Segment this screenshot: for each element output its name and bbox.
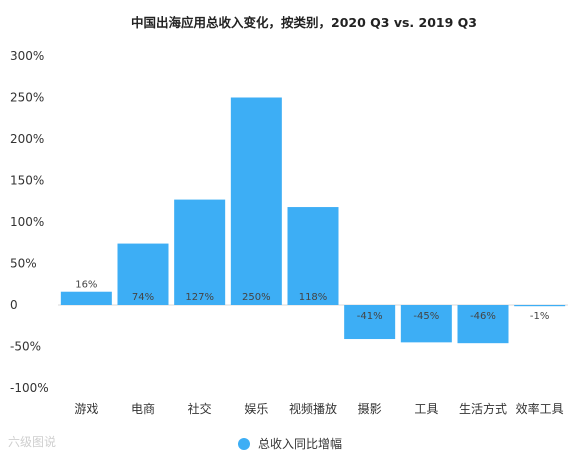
y-tick-label: 300% — [10, 49, 44, 63]
data-label: 250% — [242, 292, 271, 303]
category-label: 娱乐 — [244, 402, 268, 416]
bar — [230, 97, 282, 305]
bar — [287, 207, 339, 305]
data-label: 16% — [75, 280, 97, 291]
category-label: 摄影 — [358, 401, 382, 416]
y-tick-label: 0 — [10, 298, 18, 312]
watermark: 六级图说 — [8, 434, 56, 449]
y-axis: 300% 250% 200% 150% 100% 50% 0 -50% -100% — [10, 49, 49, 395]
y-tick-label: 50% — [10, 257, 37, 271]
bar — [117, 243, 169, 305]
bar — [514, 305, 566, 307]
bar — [344, 305, 396, 340]
bar — [60, 291, 112, 305]
data-label: 118% — [299, 292, 328, 303]
bar-series: 16% 74% 127% 250% 118% -41% -45% -46% -1% — [60, 97, 566, 344]
data-label: 127% — [185, 292, 214, 303]
y-tick-label: -100% — [10, 381, 49, 395]
data-label: -45% — [413, 311, 439, 322]
bar — [400, 305, 452, 343]
y-tick-label: -50% — [10, 340, 41, 354]
data-label: 74% — [132, 292, 154, 303]
chart-title: 中国出海应用总收入变化，按类别，2020 Q3 vs. 2019 Q3 — [131, 15, 477, 30]
y-tick-label: 200% — [10, 132, 44, 146]
data-label: -46% — [470, 311, 496, 322]
category-label: 视频播放 — [289, 401, 337, 416]
x-axis: 游戏 电商 社交 娱乐 视频播放 摄影 工具 生活方式 效率工具 — [74, 401, 563, 416]
data-label: -41% — [357, 311, 383, 322]
category-label: 生活方式 — [459, 401, 507, 416]
legend: 总收入同比增幅 — [238, 436, 342, 451]
category-label: 游戏 — [74, 402, 98, 416]
legend-swatch — [238, 438, 250, 450]
category-label: 社交 — [188, 401, 212, 416]
bar — [174, 199, 226, 305]
data-label: -1% — [530, 311, 549, 322]
y-tick-label: 250% — [10, 91, 44, 105]
y-tick-label: 150% — [10, 174, 44, 188]
category-label: 效率工具 — [516, 401, 564, 416]
category-label: 电商 — [131, 401, 155, 416]
legend-label: 总收入同比增幅 — [258, 436, 342, 451]
category-label: 工具 — [414, 402, 438, 416]
y-tick-label: 100% — [10, 215, 44, 229]
bar — [457, 305, 509, 344]
